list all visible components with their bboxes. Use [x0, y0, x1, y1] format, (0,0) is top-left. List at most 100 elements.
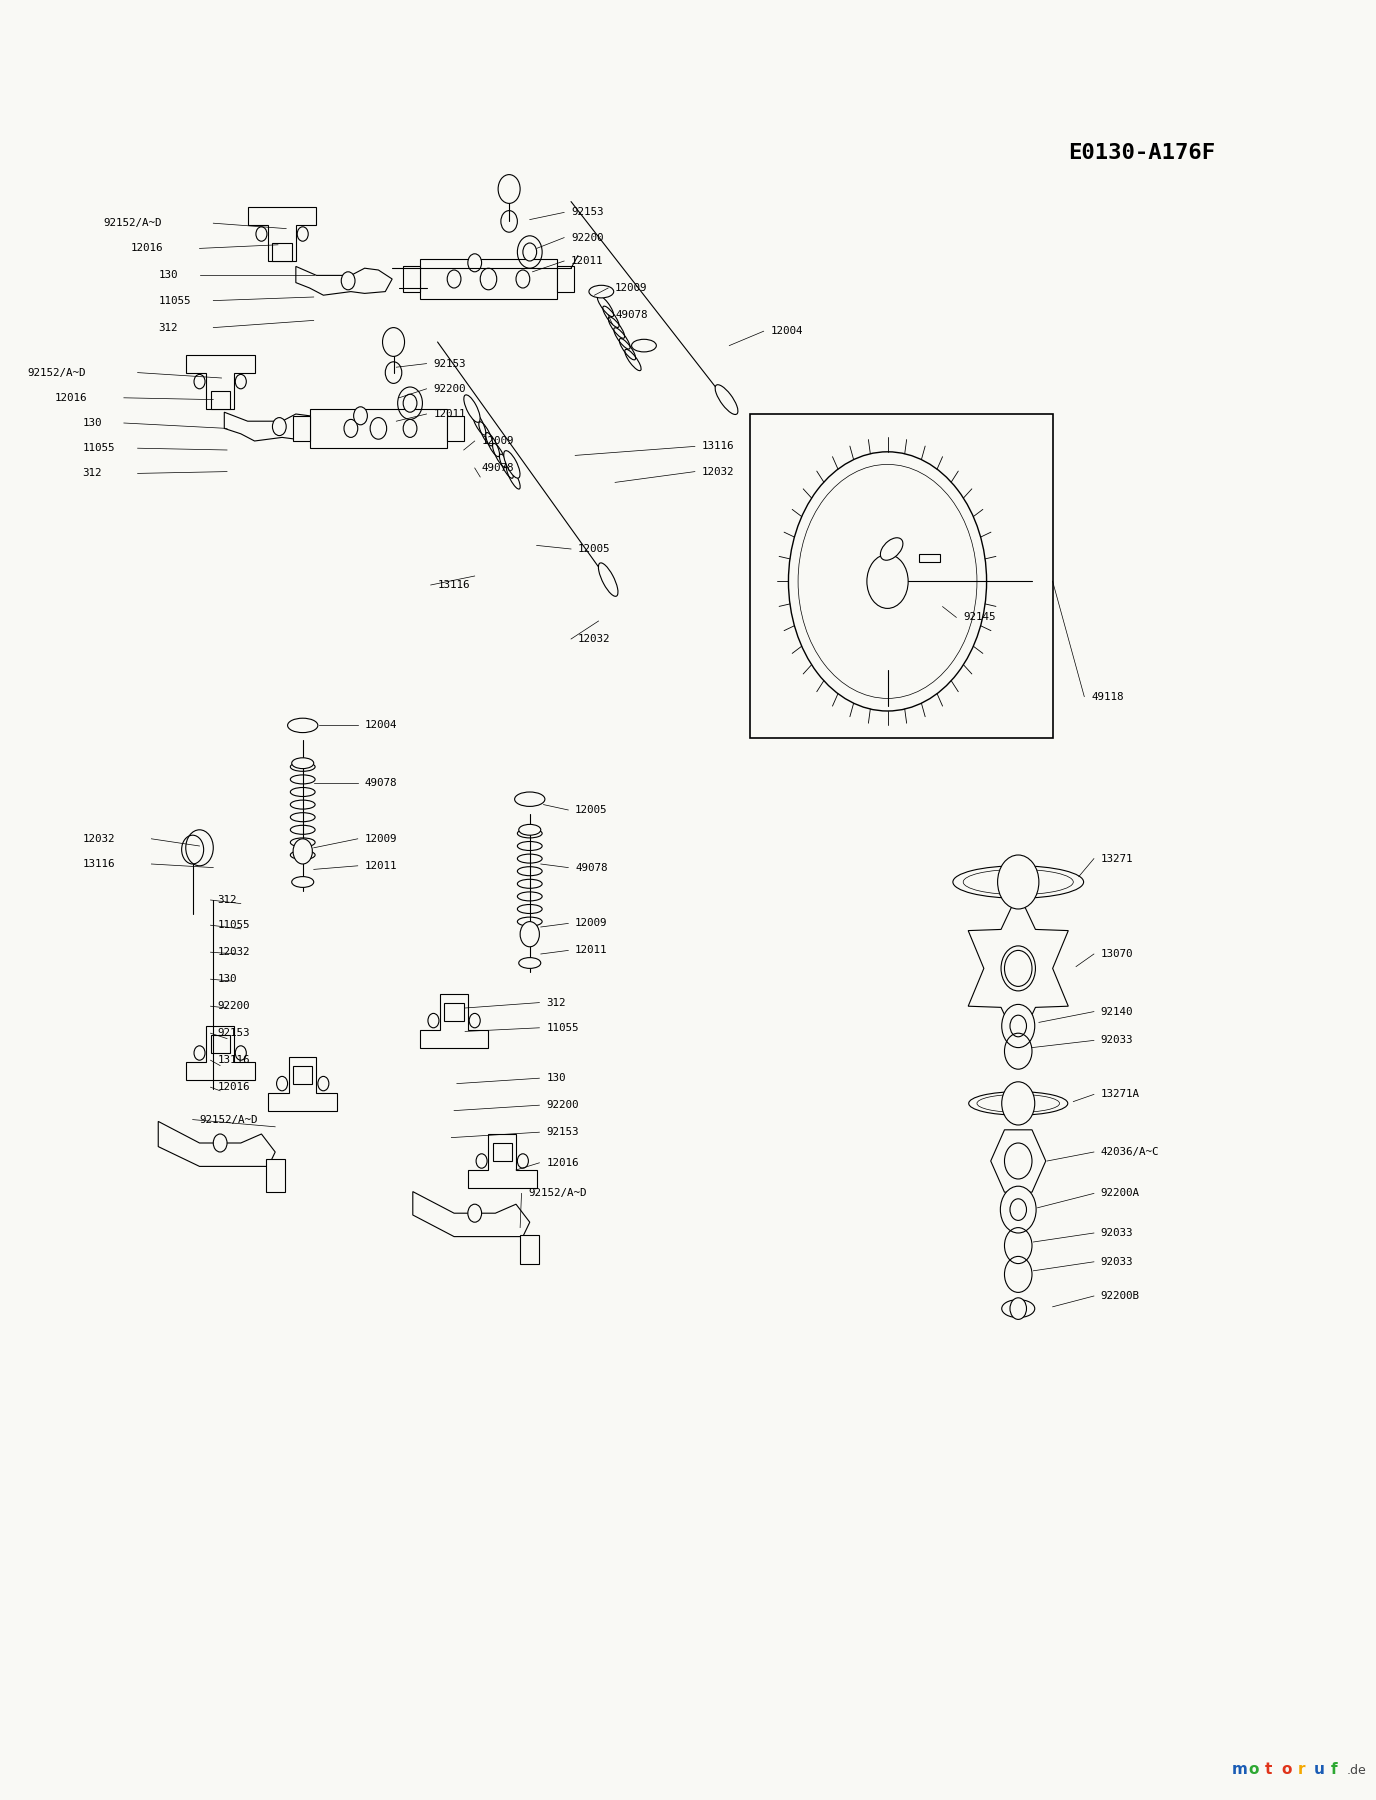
Text: 12011: 12011: [571, 256, 604, 266]
Polygon shape: [158, 1121, 275, 1166]
Circle shape: [341, 272, 355, 290]
Bar: [293, 1066, 312, 1084]
Polygon shape: [969, 893, 1068, 1044]
Ellipse shape: [952, 866, 1084, 898]
Text: 12011: 12011: [365, 860, 398, 871]
Circle shape: [520, 922, 539, 947]
Bar: [750, 414, 1053, 738]
Circle shape: [468, 1204, 482, 1222]
Text: 12032: 12032: [217, 947, 250, 958]
Polygon shape: [186, 355, 255, 409]
Text: 12009: 12009: [615, 283, 648, 293]
Text: 92152/A~D: 92152/A~D: [200, 1114, 259, 1125]
Circle shape: [370, 418, 387, 439]
Text: 49078: 49078: [575, 862, 608, 873]
Text: 12009: 12009: [575, 918, 608, 929]
Text: 92033: 92033: [1101, 1256, 1134, 1267]
Text: 11055: 11055: [546, 1022, 579, 1033]
Text: 49118: 49118: [1091, 691, 1124, 702]
Circle shape: [383, 328, 405, 356]
Text: 13116: 13116: [438, 580, 471, 590]
Polygon shape: [268, 1057, 337, 1111]
Polygon shape: [420, 994, 488, 1048]
Ellipse shape: [292, 758, 314, 769]
Bar: [420, 259, 557, 299]
Text: 92153: 92153: [433, 358, 466, 369]
Polygon shape: [248, 207, 316, 261]
Circle shape: [403, 394, 417, 412]
Circle shape: [1000, 1186, 1036, 1233]
Text: o: o: [1248, 1762, 1259, 1777]
Ellipse shape: [969, 1091, 1068, 1114]
Text: o: o: [1281, 1762, 1292, 1777]
Circle shape: [1010, 1015, 1026, 1037]
Ellipse shape: [504, 450, 520, 479]
Circle shape: [1004, 1143, 1032, 1179]
Text: 12004: 12004: [365, 720, 398, 731]
Text: 12016: 12016: [131, 243, 164, 254]
Text: t: t: [1265, 1762, 1271, 1777]
Text: 12016: 12016: [55, 392, 88, 403]
Text: 92200B: 92200B: [1101, 1291, 1139, 1301]
Text: 92200: 92200: [571, 232, 604, 243]
Ellipse shape: [881, 538, 903, 560]
Text: 11055: 11055: [83, 443, 116, 454]
Text: 49078: 49078: [482, 463, 515, 473]
Bar: [310, 409, 447, 448]
Circle shape: [354, 407, 367, 425]
Circle shape: [344, 419, 358, 437]
Text: 12032: 12032: [83, 833, 116, 844]
Text: 312: 312: [83, 468, 102, 479]
Circle shape: [447, 270, 461, 288]
Text: 49078: 49078: [615, 310, 648, 320]
Circle shape: [523, 243, 537, 261]
Text: 11055: 11055: [158, 295, 191, 306]
Text: .de: .de: [1347, 1764, 1366, 1777]
Polygon shape: [186, 1026, 255, 1080]
Text: 42036/A~C: 42036/A~C: [1101, 1147, 1160, 1157]
Circle shape: [272, 418, 286, 436]
Polygon shape: [224, 412, 323, 441]
Circle shape: [403, 419, 417, 437]
Text: 13116: 13116: [83, 859, 116, 869]
Text: E0130-A176F: E0130-A176F: [1069, 142, 1215, 164]
Ellipse shape: [515, 792, 545, 806]
Text: 13271A: 13271A: [1101, 1089, 1139, 1100]
Bar: [447, 416, 464, 441]
Ellipse shape: [288, 718, 318, 733]
Text: r: r: [1298, 1762, 1304, 1777]
Text: m: m: [1232, 1762, 1248, 1777]
Circle shape: [1000, 947, 1036, 990]
Circle shape: [293, 839, 312, 864]
Text: 92153: 92153: [571, 207, 604, 218]
Text: 92153: 92153: [217, 1028, 250, 1039]
Text: 12032: 12032: [702, 466, 735, 477]
Text: 12004: 12004: [771, 326, 804, 337]
Circle shape: [1004, 950, 1032, 986]
Text: 92200: 92200: [433, 383, 466, 394]
Text: 49078: 49078: [365, 778, 398, 788]
Ellipse shape: [464, 394, 480, 423]
Bar: [520, 1235, 539, 1264]
Text: 130: 130: [546, 1073, 566, 1084]
Circle shape: [480, 268, 497, 290]
Text: 92152/A~D: 92152/A~D: [103, 218, 162, 229]
Text: 312: 312: [158, 322, 178, 333]
Circle shape: [1010, 1298, 1026, 1319]
Text: 13116: 13116: [702, 441, 735, 452]
Circle shape: [385, 362, 402, 383]
Ellipse shape: [292, 877, 314, 887]
Circle shape: [468, 254, 482, 272]
Polygon shape: [296, 266, 392, 295]
Bar: [266, 1159, 285, 1192]
Bar: [919, 554, 940, 562]
Bar: [293, 416, 310, 441]
Text: 130: 130: [158, 270, 178, 281]
Polygon shape: [468, 1134, 537, 1188]
Circle shape: [498, 175, 520, 203]
Text: 12032: 12032: [578, 634, 611, 644]
Text: 92200: 92200: [217, 1001, 250, 1012]
Text: 92140: 92140: [1101, 1006, 1134, 1017]
Text: 130: 130: [217, 974, 237, 985]
Bar: [211, 1035, 230, 1053]
